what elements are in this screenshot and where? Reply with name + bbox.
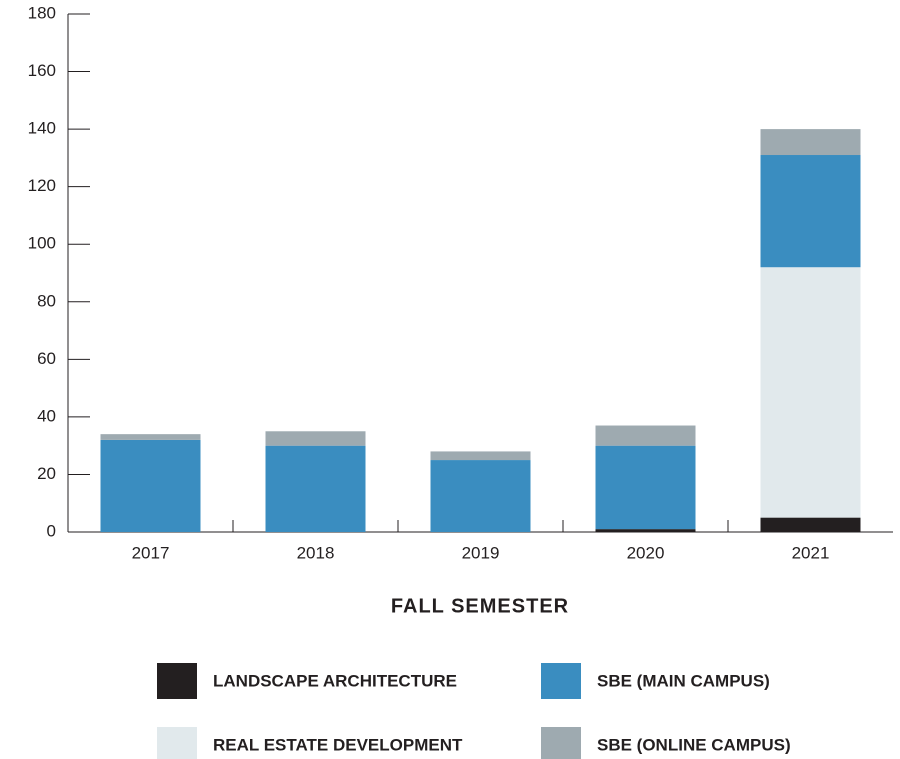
y-tick-label: 20 xyxy=(37,464,56,483)
bar-segment xyxy=(265,445,366,532)
bar-segment xyxy=(265,431,366,446)
bar-segment xyxy=(430,460,531,532)
bar-segment xyxy=(760,267,861,518)
legend-label: LANDSCAPE ARCHITECTURE xyxy=(213,671,457,690)
bar-segment xyxy=(760,517,861,532)
bar-segment xyxy=(430,451,531,461)
bar-segment xyxy=(760,155,861,268)
x-tick-label: 2020 xyxy=(627,543,665,562)
bar-segment xyxy=(100,439,201,532)
y-tick-label: 160 xyxy=(28,61,56,80)
y-tick-label: 40 xyxy=(37,406,56,425)
y-tick-label: 140 xyxy=(28,119,56,138)
x-tick-label: 2021 xyxy=(792,543,830,562)
y-tick-label: 180 xyxy=(28,3,56,22)
bar-segment xyxy=(100,434,201,440)
y-tick-label: 0 xyxy=(47,521,56,540)
x-tick-label: 2019 xyxy=(462,543,500,562)
y-tick-label: 100 xyxy=(28,234,56,253)
legend-swatch xyxy=(541,663,581,699)
y-tick-label: 60 xyxy=(37,349,56,368)
legend-swatch xyxy=(541,727,581,759)
x-axis-label: FALL SEMESTER xyxy=(391,595,569,617)
legend-label: SBE (ONLINE CAMPUS) xyxy=(597,735,791,754)
legend-label: REAL ESTATE DEVELOPMENT xyxy=(213,735,463,754)
y-tick-label: 120 xyxy=(28,176,56,195)
legend-label: SBE (MAIN CAMPUS) xyxy=(597,671,770,690)
bar-segment xyxy=(595,425,696,446)
bar-segment xyxy=(760,129,861,156)
x-tick-label: 2018 xyxy=(297,543,335,562)
legend-swatch xyxy=(157,663,197,699)
bar-segment xyxy=(595,529,696,532)
bar-segment xyxy=(595,445,696,530)
x-tick-label: 2017 xyxy=(132,543,170,562)
y-tick-label: 80 xyxy=(37,291,56,310)
legend-swatch xyxy=(157,727,197,759)
